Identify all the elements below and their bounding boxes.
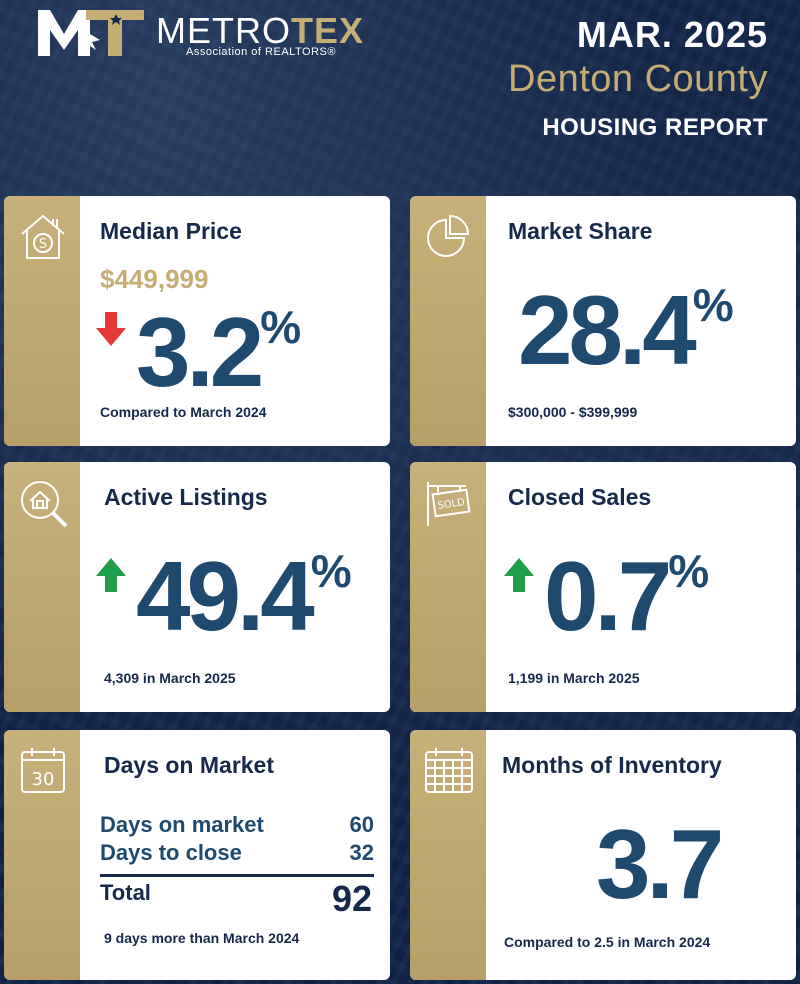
up-arrow-icon [504, 558, 534, 592]
svg-text:S: S [39, 237, 47, 252]
svg-text:SOLD: SOLD [437, 497, 466, 512]
up-arrow-icon [96, 558, 126, 592]
metrotex-logo: METROTEX Association of REALTORS® [36, 4, 376, 60]
card-title: Days on Market [104, 752, 275, 778]
mt-logo-mark-icon [38, 10, 144, 56]
card-footnote: 1,199 in March 2025 [508, 670, 640, 686]
report-title: HOUSING REPORT [542, 114, 768, 141]
report-date: MAR. 2025 [576, 14, 768, 55]
median-price-change: 3.2% [136, 297, 302, 407]
closed-sales-card: SOLD Closed Sales 0.7% 1,199 in March 20… [410, 462, 796, 712]
house-search-icon [21, 481, 68, 528]
card-footnote: Compared to March 2024 [100, 404, 267, 420]
dom-row-days-to-close: Days to close 32 [100, 840, 374, 866]
pie-chart-icon [427, 214, 470, 257]
median-price-value: $449,999 [100, 264, 209, 294]
closed-sales-change: 0.7% [544, 541, 710, 651]
median-price-card: S Median Price $449,999 3.2% Compared to… [4, 196, 390, 446]
months-inventory-card: Months of Inventory 3.7 Compared to 2.5 … [410, 730, 796, 980]
card-footnote: Compared to 2.5 in March 2024 [504, 934, 711, 950]
card-title: Closed Sales [508, 484, 652, 510]
card-accent-strip [4, 196, 80, 446]
calendar-grid-icon [425, 748, 473, 793]
card-accent-strip [410, 462, 486, 712]
calendar-30-icon: 30 [21, 748, 65, 793]
down-arrow-icon [96, 312, 126, 346]
card-footnote: 9 days more than March 2024 [104, 930, 300, 946]
total-divider [100, 874, 374, 877]
dom-row-label: Days to close [100, 840, 242, 865]
calendar-icon-number: 30 [32, 769, 55, 790]
brand-name: METROTEX [156, 10, 365, 51]
months-inventory-value: 3.7 [596, 809, 724, 919]
card-title: Median Price [100, 218, 242, 244]
county-name: Denton County [508, 58, 768, 100]
dom-row-value: 60 [349, 812, 374, 837]
brand-subtitle: Association of REALTORS® [186, 46, 336, 58]
market-share-card: Market Share 28.4% $300,000 - $399,999 [410, 196, 796, 446]
card-title: Months of Inventory [502, 752, 722, 778]
dom-row-days-on-market: Days on market 60 [100, 812, 374, 838]
dom-row-value: 32 [349, 840, 374, 865]
active-listings-change: 49.4% [136, 541, 352, 651]
market-share-value: 28.4% [518, 275, 734, 385]
days-on-market-card: 30 Days on Market Days on market 60 Days… [4, 730, 390, 980]
sold-sign-icon: SOLD [427, 482, 471, 526]
card-accent-strip [4, 730, 80, 980]
card-footnote: $300,000 - $399,999 [508, 404, 638, 420]
card-title: Active Listings [104, 484, 268, 510]
active-listings-card: Active Listings 49.4% 4,309 in March 202… [4, 462, 390, 712]
card-title: Market Share [508, 218, 653, 244]
card-accent-strip [410, 730, 486, 980]
dom-total-value: 92 [331, 878, 372, 919]
dom-row-label: Days on market [100, 812, 264, 837]
house-dollar-icon: S [21, 214, 65, 259]
card-footnote: 4,309 in March 2025 [104, 670, 236, 686]
dom-total-label: Total [100, 880, 151, 905]
